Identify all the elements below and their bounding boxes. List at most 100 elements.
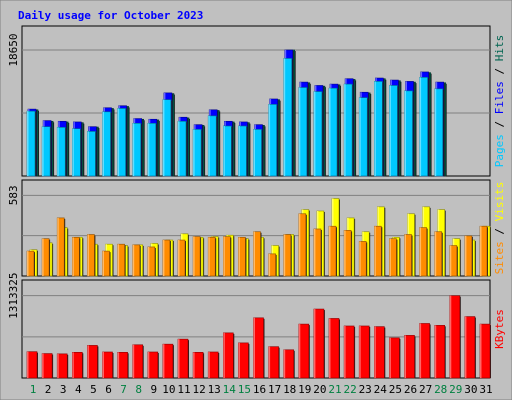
day-axis: 1 2 3 4 5 6 7 8 9 10 11 12 13 14 15 16 17 18 19 20 21 22 23 24 2… [30, 383, 493, 396]
bar-kbytes-day-15 [238, 342, 250, 379]
day-label-14: 14 [223, 383, 237, 396]
bar-highlight [132, 123, 135, 176]
bar-highlight [147, 246, 150, 276]
bar-highlight [208, 115, 210, 176]
bar-sites-day-19 [298, 213, 307, 277]
legend-hits: Hits [493, 35, 506, 62]
legend-separator: / [493, 61, 506, 81]
bar-sites-day-1 [26, 250, 35, 277]
day-label-27: 27 [419, 383, 432, 396]
bar-sites-day-24 [373, 225, 383, 277]
bar-kbytes-day-26 [404, 335, 416, 379]
bar-highlight [374, 81, 376, 176]
day-label-29: 29 [449, 383, 462, 396]
legend-sites: Sites [493, 241, 506, 274]
bar-highlight [57, 217, 59, 276]
bar-kbytes-day-20 [313, 308, 325, 379]
bar-highlight [298, 213, 301, 276]
day-label-10: 10 [162, 383, 175, 396]
bar-kbytes-day-11 [177, 338, 189, 379]
bar-pages-day-23 [358, 97, 369, 177]
bar-sites-day-8 [132, 244, 141, 277]
bar-kbytes-day-31 [479, 323, 491, 379]
day-label-19: 19 [298, 383, 311, 396]
bar-highlight [223, 332, 225, 378]
bar-highlight [57, 353, 59, 378]
bar-kbytes-day-2 [41, 353, 54, 379]
bar-kbytes-day-5 [87, 345, 99, 379]
bar-highlight [283, 58, 286, 177]
panels-layer: 18650 Pages / Files / Hits 583 Sites / Visi… [7, 25, 506, 379]
bar-pages-day-10 [162, 99, 172, 177]
bar-pages-day-13 [207, 115, 218, 177]
bar-highlight [238, 126, 240, 176]
bar-kbytes-day-7 [117, 352, 129, 379]
bar-kbytes-day-17 [268, 346, 280, 379]
bar-sites-day-18 [283, 234, 292, 277]
day-label-8: 8 [135, 383, 142, 396]
bar-highlight [223, 236, 225, 276]
day-label-7: 7 [120, 383, 127, 396]
bar-pages-day-17 [268, 104, 278, 177]
bar-highlight [193, 129, 195, 176]
bar-pages-day-22 [343, 83, 354, 177]
bar-highlight [238, 237, 240, 276]
day-label-28: 28 [434, 383, 447, 396]
bar-highlight [42, 353, 44, 378]
bar-kbytes-day-13 [207, 351, 220, 379]
bar-sites-day-20 [313, 228, 322, 277]
bar-sites-day-27 [419, 227, 428, 277]
day-label-15: 15 [238, 383, 251, 396]
day-label-1: 1 [30, 383, 37, 396]
bar-highlight [298, 87, 301, 176]
bar-pages-day-19 [298, 87, 308, 177]
legend-kbytes: KBytes [493, 309, 506, 349]
bar-kbytes-day-14 [223, 332, 235, 379]
bar-highlight [404, 335, 406, 378]
bar-highlight [87, 131, 89, 176]
bar-kbytes-day-22 [343, 325, 356, 379]
bar-highlight [147, 123, 150, 176]
day-label-17: 17 [268, 383, 281, 396]
bar-kbytes-day-8 [132, 344, 144, 379]
bar-highlight [42, 126, 44, 176]
bar-sites-day-29 [449, 245, 458, 277]
bar-pages-day-8 [132, 123, 142, 177]
bar-sites-day-30 [464, 235, 473, 277]
day-label-24: 24 [374, 383, 388, 396]
bar-highlight [344, 84, 346, 176]
bar-highlight [178, 240, 180, 276]
day-label-20: 20 [313, 383, 326, 396]
bar-highlight [480, 226, 482, 276]
bar-highlight [313, 91, 316, 176]
bar-highlight [162, 344, 165, 378]
bar-pages-day-9 [147, 123, 157, 177]
bar-highlight [117, 352, 120, 378]
day-label-25: 25 [389, 383, 402, 396]
panel-hits-files-pages: 18650 Pages / Files / Hits [7, 25, 506, 177]
bar-pages-day-5 [87, 131, 97, 177]
bar-pages-day-6 [102, 111, 112, 177]
bar-highlight [344, 325, 346, 378]
bar-highlight [57, 127, 59, 176]
y-max-label: 583 [7, 185, 20, 205]
bar-sites-day-3 [56, 217, 66, 277]
bar-highlight [102, 351, 104, 378]
day-label-3: 3 [60, 383, 67, 396]
bar-highlight [359, 97, 361, 176]
bar-kbytes-day-16 [253, 317, 265, 379]
bar-pages-day-2 [41, 126, 52, 177]
bar-kbytes-day-19 [298, 323, 310, 379]
bar-kbytes-day-3 [56, 353, 69, 379]
bar-highlight [419, 227, 422, 276]
day-label-4: 4 [75, 383, 82, 396]
bar-highlight [449, 245, 452, 276]
bar-highlight [87, 234, 89, 276]
bar-kbytes-day-1 [26, 351, 38, 379]
bar-sites-day-6 [102, 250, 111, 277]
bar-kbytes-day-24 [373, 326, 386, 379]
bar-highlight [464, 316, 467, 378]
bar-highlight [162, 99, 165, 176]
bar-sites-day-26 [404, 234, 413, 277]
bar-kbytes-day-18 [283, 349, 295, 379]
